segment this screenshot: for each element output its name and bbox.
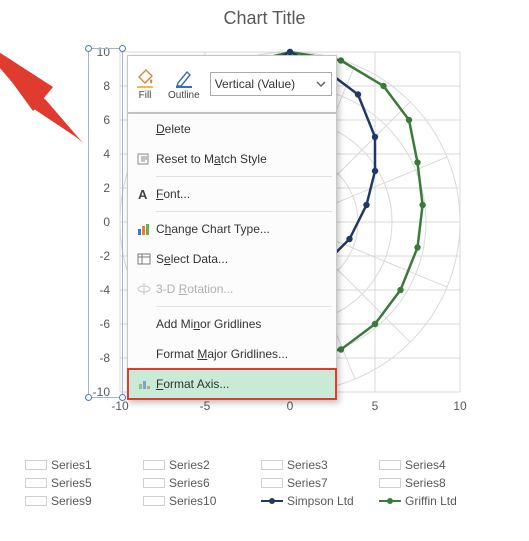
fill-label: Fill — [139, 90, 152, 101]
legend-entry[interactable]: Series2 — [143, 458, 251, 472]
menu-separator — [156, 306, 332, 307]
select-data-icon — [132, 251, 156, 267]
element-picker-combo[interactable]: Vertical (Value) — [210, 72, 332, 96]
menu-separator — [156, 211, 332, 212]
menu-select-data[interactable]: Select Data... — [128, 244, 336, 274]
legend-swatch — [143, 478, 165, 488]
menu-font[interactable]: A Font... — [128, 179, 336, 209]
svg-text:-5: -5 — [200, 399, 211, 413]
legend-entry[interactable]: Series9 — [25, 494, 133, 508]
legend-entry[interactable]: Simpson Ltd — [261, 494, 369, 508]
svg-text:A: A — [138, 187, 148, 202]
legend-label: Series6 — [169, 476, 210, 490]
svg-text:10: 10 — [453, 399, 467, 413]
legend-entry[interactable]: Series7 — [261, 476, 369, 490]
legend-swatch — [25, 460, 47, 470]
reset-icon — [132, 151, 156, 167]
resize-handle[interactable] — [85, 45, 92, 52]
legend-entry[interactable]: Series5 — [25, 476, 133, 490]
legend-label: Griffin Ltd — [405, 494, 457, 508]
legend-label: Series7 — [287, 476, 328, 490]
legend-swatch — [143, 496, 165, 506]
chevron-down-icon — [315, 78, 327, 90]
svg-text:5: 5 — [372, 399, 379, 413]
legend-label: Series4 — [405, 458, 446, 472]
legend-swatch — [261, 496, 283, 506]
legend-label: Series5 — [51, 476, 92, 490]
format-axis-icon — [132, 376, 156, 392]
chart-legend: Series1 Series2 Series3 Series4 Series5 Serie… — [25, 458, 515, 508]
pen-outline-icon — [173, 67, 195, 89]
menu-format-axis[interactable]: Format Axis... — [128, 369, 336, 399]
legend-entry[interactable]: Series10 — [143, 494, 251, 508]
rotate-3d-icon — [132, 281, 156, 297]
legend-swatch — [25, 496, 47, 506]
legend-swatch — [25, 478, 47, 488]
paint-bucket-icon — [134, 67, 156, 89]
legend-entry[interactable]: Series3 — [261, 458, 369, 472]
menu-change-chart-type[interactable]: Change Chart Type... — [128, 214, 336, 244]
resize-handle[interactable] — [119, 45, 126, 52]
svg-text:-10: -10 — [111, 399, 129, 413]
menu-3d-rotation: 3-D Rotation... — [128, 274, 336, 304]
legend-label: Series9 — [51, 494, 92, 508]
legend-swatch — [379, 478, 401, 488]
legend-swatch — [261, 478, 283, 488]
outline-label: Outline — [168, 90, 200, 101]
y-axis-selection[interactable] — [88, 48, 123, 398]
mini-format-toolbar: Fill Outline Vertical (Value) — [127, 55, 337, 113]
legend-swatch — [379, 460, 401, 470]
fill-button[interactable]: Fill — [128, 56, 162, 112]
chart-type-icon — [132, 221, 156, 237]
legend-swatch — [379, 496, 401, 506]
svg-text:0: 0 — [287, 399, 294, 413]
font-icon: A — [132, 186, 156, 202]
legend-entry[interactable]: Series4 — [379, 458, 487, 472]
element-picker-value: Vertical (Value) — [215, 77, 295, 91]
menu-format-major-gridlines[interactable]: Format Major Gridlines... — [128, 339, 336, 369]
outline-button[interactable]: Outline — [162, 56, 206, 112]
resize-handle[interactable] — [119, 394, 126, 401]
legend-entry[interactable]: Griffin Ltd — [379, 494, 487, 508]
menu-reset-style[interactable]: Reset to Match Style — [128, 144, 336, 174]
legend-entry[interactable]: Series6 — [143, 476, 251, 490]
legend-label: Series2 — [169, 458, 210, 472]
legend-label: Series10 — [169, 494, 216, 508]
chart-title: Chart Title — [0, 0, 529, 29]
menu-delete[interactable]: Delete — [128, 114, 336, 144]
element-picker: Vertical (Value) — [206, 56, 336, 112]
legend-entry[interactable]: Series1 — [25, 458, 133, 472]
menu-add-minor-gridlines[interactable]: Add Minor Gridlines — [128, 309, 336, 339]
legend-swatch — [261, 460, 283, 470]
legend-label: Series1 — [51, 458, 92, 472]
legend-label: Series8 — [405, 476, 446, 490]
context-menu: Delete Reset to Match Style A Font... Ch… — [127, 113, 337, 400]
menu-separator — [156, 176, 332, 177]
legend-label: Series3 — [287, 458, 328, 472]
legend-entry[interactable]: Series8 — [379, 476, 487, 490]
legend-label: Simpson Ltd — [287, 494, 354, 508]
legend-swatch — [143, 460, 165, 470]
resize-handle[interactable] — [85, 394, 92, 401]
